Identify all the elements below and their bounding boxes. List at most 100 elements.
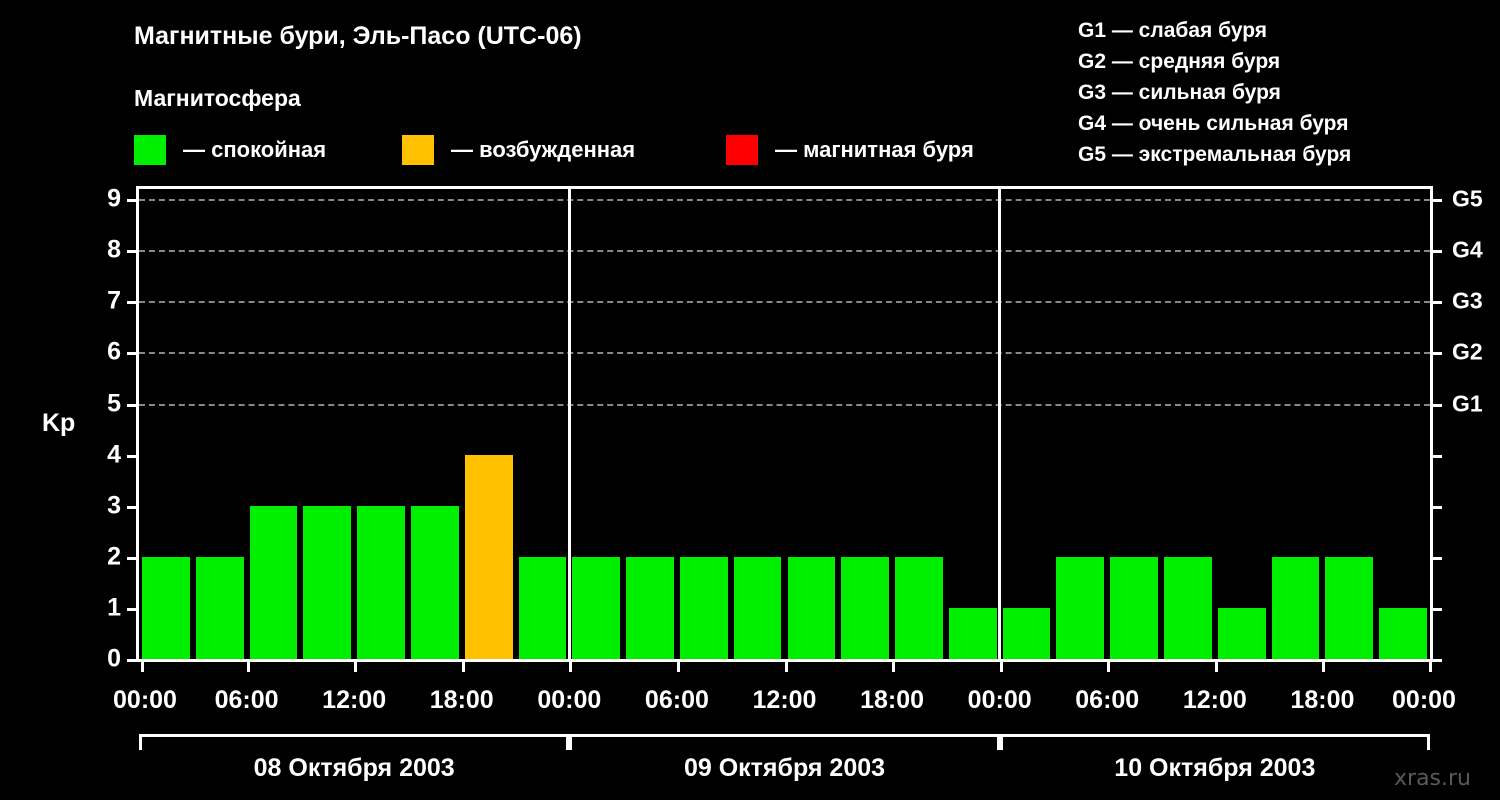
y-tick-right-9 <box>1430 199 1442 203</box>
y-tick-right-7 <box>1430 301 1442 305</box>
x-axis-time-label: 12:00 <box>1182 686 1247 714</box>
g-scale-axis-label-g5: G5 <box>1452 185 1483 212</box>
x-axis-time-label: 06:00 <box>214 686 279 714</box>
legend-item-storm: — магнитная буря <box>726 133 974 167</box>
x-axis-time-label: 00:00 <box>537 686 602 714</box>
g-scale-row-g3: G3 — сильная буря <box>1078 81 1281 104</box>
y-tick-1 <box>127 607 139 611</box>
y-tick-right-6 <box>1430 352 1442 356</box>
legend-swatch-unsettled <box>402 135 434 165</box>
plot-inner <box>139 189 1430 659</box>
x-tick-8 <box>999 659 1003 672</box>
legend-label-storm: — магнитная буря <box>775 137 974 162</box>
x-axis-time-label: 18:00 <box>860 686 925 714</box>
x-tick-0 <box>140 659 144 672</box>
g-scale-axis-label-g3: G3 <box>1452 287 1483 314</box>
y-tick-9 <box>127 199 139 203</box>
x-tick-12 <box>1428 659 1432 672</box>
y-tick-right-8 <box>1430 250 1442 254</box>
legend-label-quiet: — спокойная <box>183 137 327 162</box>
y-tick-4 <box>127 454 139 458</box>
g-scale-row-g1: G1 — слабая буря <box>1078 19 1268 42</box>
y-tick-right-1 <box>1430 607 1442 611</box>
watermark: xras.ru <box>1394 766 1471 791</box>
bar <box>733 556 782 659</box>
g-scale-axis-label-g2: G2 <box>1452 338 1483 365</box>
x-tick-7 <box>892 659 896 672</box>
y-tick-right-3 <box>1430 505 1442 509</box>
bar <box>357 505 405 659</box>
x-axis-time-label: 06:00 <box>644 686 709 714</box>
g-scale-row-g2: G2 — средняя буря <box>1078 50 1281 73</box>
y-axis-title: Kp <box>42 409 76 437</box>
x-axis-time-label: 12:00 <box>752 686 817 714</box>
date-bracket-3 <box>999 734 1430 750</box>
x-tick-2 <box>354 659 358 672</box>
date-label: 09 Октября 2003 <box>683 754 886 782</box>
bar <box>1056 556 1105 659</box>
legend-swatch-quiet <box>134 135 166 165</box>
x-axis-time-label: 12:00 <box>322 686 387 714</box>
bar <box>303 505 352 659</box>
x-tick-11 <box>1322 659 1326 672</box>
gridline-kp-5 <box>139 403 1430 406</box>
x-axis-time-label: 18:00 <box>1290 686 1355 714</box>
legend-item-unsettled: — возбужденная <box>402 133 635 167</box>
bar <box>1271 556 1320 659</box>
y-tick-6 <box>127 352 139 356</box>
magnetosphere-legend-title: Магнитосфера <box>134 85 301 111</box>
gridline-kp-9 <box>139 199 1430 202</box>
gridline-kp-6 <box>139 352 1430 355</box>
x-axis-time-label: 00:00 <box>967 686 1032 714</box>
y-axis-label-2: 2 <box>107 542 121 571</box>
bar <box>626 556 674 659</box>
x-tick-6 <box>784 659 788 672</box>
bar <box>679 556 728 659</box>
g-scale-axis-label-g4: G4 <box>1452 236 1483 263</box>
y-tick-3 <box>127 505 139 509</box>
day-separator-2 <box>998 189 1002 659</box>
x-tick-3 <box>461 659 465 672</box>
y-tick-2 <box>127 556 139 560</box>
legend-item-quiet: — спокойная <box>134 133 326 167</box>
x-axis-time-label: 00:00 <box>113 686 177 714</box>
y-axis-label-4: 4 <box>107 440 121 469</box>
y-tick-0 <box>127 659 139 662</box>
bar <box>895 556 943 659</box>
y-tick-right-5 <box>1430 403 1442 407</box>
plot-area: 0 1 2 3 4 5 6 7 8 9 G1 G2 G3 G4 G5 <box>107 185 1483 673</box>
x-tick-10 <box>1214 659 1218 672</box>
x-axis-time-label: 06:00 <box>1075 686 1140 714</box>
y-axis-label-7: 7 <box>107 286 121 315</box>
y-axis-label-1: 1 <box>107 593 121 622</box>
date-label: 08 Октября 2003 <box>253 754 455 782</box>
bar <box>1217 607 1266 659</box>
y-axis-label-6: 6 <box>107 337 121 366</box>
gridline-kp-7 <box>139 301 1430 304</box>
bar <box>142 556 190 659</box>
y-axis-label-5: 5 <box>107 389 121 418</box>
x-axis-time-label: 18:00 <box>429 686 494 714</box>
y-tick-7 <box>127 301 139 305</box>
bar <box>410 505 459 659</box>
legend-label-unsettled: — возбужденная <box>451 137 636 162</box>
y-axis-label-3: 3 <box>107 491 121 520</box>
day-separator-1 <box>567 189 571 659</box>
page-title: Магнитные бури, Эль-Пасо (UTC-06) <box>134 22 582 50</box>
date-label: 10 Октября 2003 <box>1114 754 1316 782</box>
x-tick-1 <box>246 659 250 672</box>
bar <box>1379 607 1427 659</box>
bar <box>1325 556 1374 659</box>
bar <box>572 556 621 659</box>
bar <box>787 556 836 659</box>
legend-swatch-storm <box>726 135 758 165</box>
y-tick-right-0 <box>1430 659 1442 662</box>
y-tick-8 <box>127 250 139 254</box>
g-scale-legend: G1 — слабая буря G2 — средняя буря G3 — … <box>1078 15 1498 170</box>
x-tick-9 <box>1107 659 1111 672</box>
g-scale-axis-label-g1: G1 <box>1452 390 1483 417</box>
bar <box>518 556 567 659</box>
bar <box>249 505 298 659</box>
x-tick-4 <box>569 659 573 672</box>
